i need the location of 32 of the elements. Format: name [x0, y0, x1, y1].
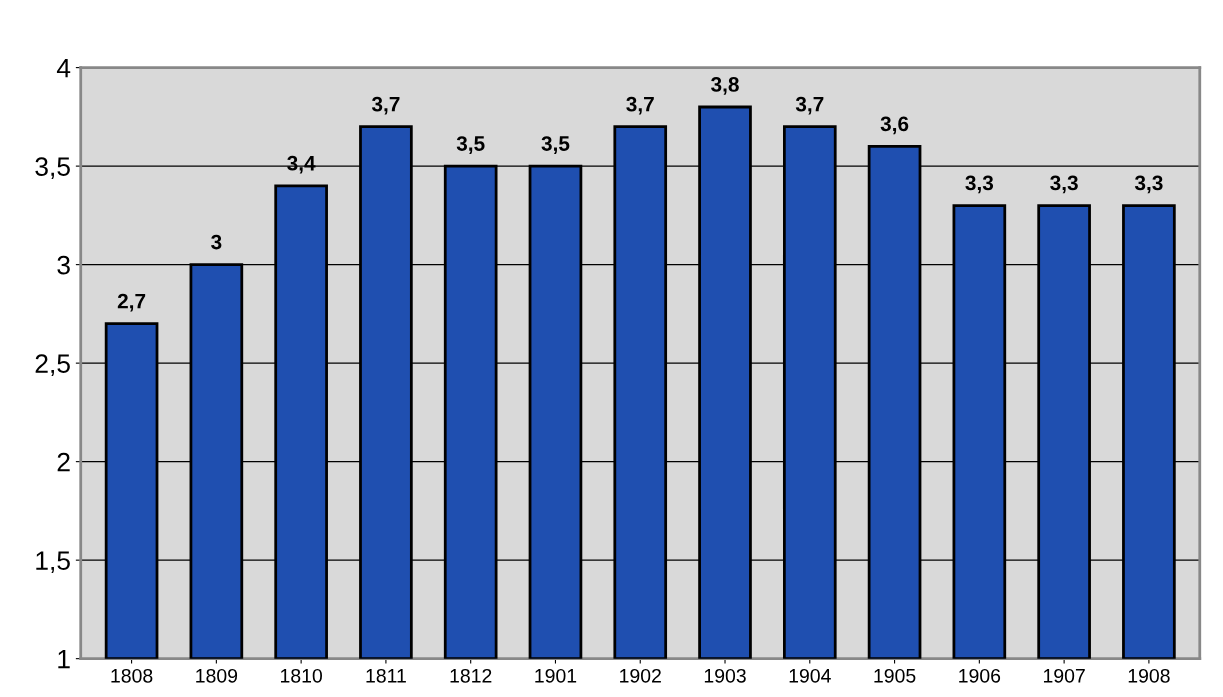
x-tick-label: 1908 [1128, 668, 1170, 683]
y-tick-label: 3 [57, 255, 70, 275]
y-tick-label: 1,5 [36, 551, 70, 574]
data-label: 3,5 [456, 136, 485, 154]
y-tick-label: 4 [56, 59, 71, 78]
x-tick-label: 1810 [280, 668, 323, 683]
data-label: 3,7 [371, 96, 400, 115]
y-tick-label: 2 [57, 452, 70, 472]
x-tick-label: 1904 [789, 668, 831, 683]
x-tick-label: 1902 [620, 668, 661, 683]
x-tick-label: 1903 [704, 668, 746, 683]
data-label: 2,7 [117, 293, 146, 312]
x-tick-label: 1808 [111, 668, 153, 683]
data-label: 3,8 [711, 77, 739, 95]
data-label: 3 [211, 234, 222, 250]
data-label: 3,3 [1134, 175, 1163, 194]
x-tick-label: 1906 [959, 668, 1001, 683]
x-tick-label: 1907 [1043, 668, 1085, 683]
y-tick-label: 3,5 [35, 157, 70, 180]
x-tick-label: 1905 [874, 668, 916, 683]
data-label: 3,7 [795, 96, 824, 115]
x-tick-label: 1809 [196, 668, 238, 683]
data-label: 3,3 [965, 175, 994, 194]
y-tick-label: 1 [58, 650, 70, 669]
data-label: 3,5 [541, 136, 570, 154]
data-label: 3,7 [626, 96, 654, 115]
x-tick-label: 1901 [535, 668, 577, 683]
data-label: 3,6 [880, 116, 909, 135]
x-tick-label: 1812 [450, 668, 492, 683]
x-tick-label: 1811 [366, 668, 406, 683]
y-tick-label: 2,5 [35, 354, 70, 377]
data-label: 3,3 [1050, 175, 1078, 194]
